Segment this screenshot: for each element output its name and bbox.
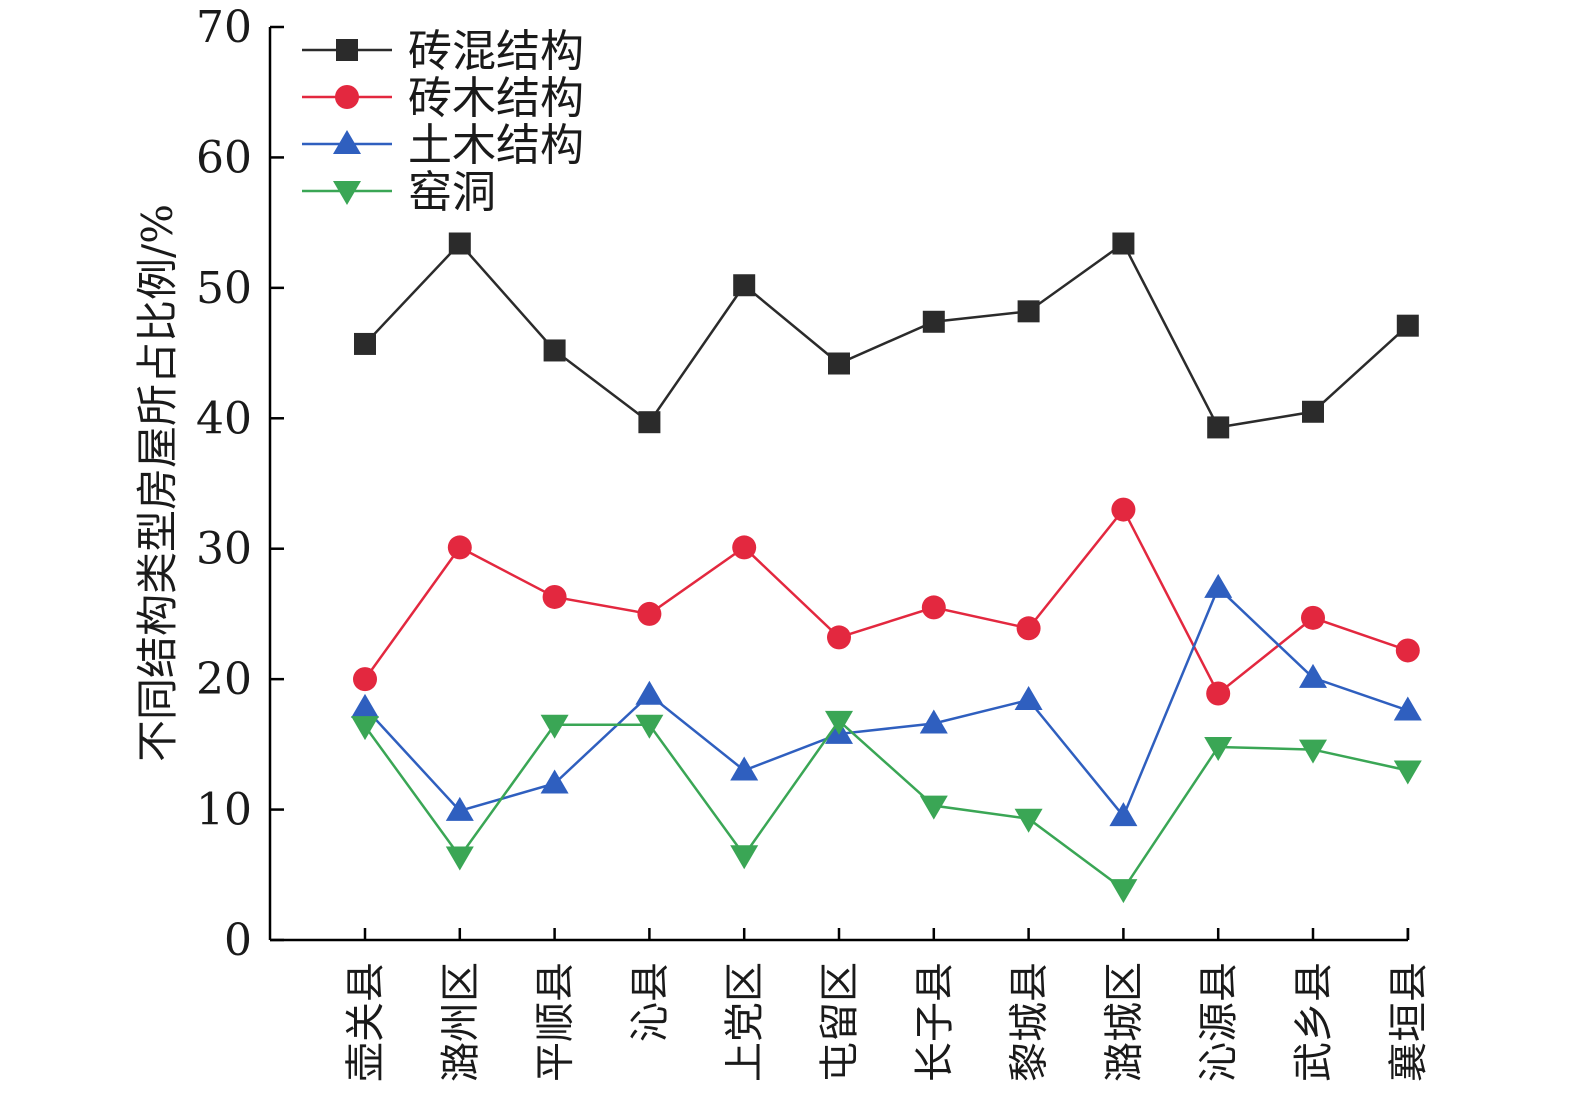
x-tick-label: 黎城县 <box>1007 962 1053 1082</box>
data-point <box>1302 400 1324 423</box>
data-point <box>1111 497 1136 522</box>
data-point <box>733 274 756 297</box>
data-point <box>635 680 664 705</box>
y-tick-label: 60 <box>196 132 252 183</box>
data-point <box>638 411 661 434</box>
x-tick-label: 沁县 <box>627 962 673 1042</box>
data-point <box>1299 663 1327 688</box>
data-point <box>542 584 567 609</box>
data-point <box>1396 314 1419 337</box>
y-tick-label: 10 <box>196 785 252 836</box>
legend-item: 窑洞 <box>302 167 496 218</box>
data-point <box>351 693 379 718</box>
legend-item: 砖木结构 <box>302 73 584 124</box>
data-point <box>1017 300 1040 323</box>
data-point <box>1393 760 1422 785</box>
data-point <box>1204 736 1233 761</box>
x-tick-label: 壶关县 <box>343 962 389 1082</box>
data-point <box>827 625 851 650</box>
data-point <box>540 769 569 794</box>
data-point <box>919 709 948 734</box>
data-point <box>445 796 474 821</box>
data-point <box>730 756 759 781</box>
x-tick-label: 沁源县 <box>1196 962 1242 1082</box>
legend-marker <box>333 181 361 205</box>
y-tick-label: 0 <box>224 915 252 966</box>
data-point <box>448 232 471 255</box>
y-tick-label: 30 <box>196 524 252 575</box>
series-2 <box>353 497 1420 706</box>
data-point <box>540 714 569 739</box>
y-tick-label: 50 <box>196 263 252 314</box>
x-tick-label: 屯留区 <box>817 962 863 1082</box>
series-layer <box>351 232 1422 904</box>
data-point <box>1109 802 1138 827</box>
y-tick-label: 40 <box>196 393 252 444</box>
data-point <box>828 352 850 375</box>
legend-marker <box>333 130 361 154</box>
x-tick-label: 潞城区 <box>1101 962 1147 1082</box>
axes: 0 10 20 30 40 50 60 70 壶关县 潞州区 平顺县 沁县 上党区 屯留区 长子县 黎城县 潞城… <box>196 2 1432 1082</box>
data-point <box>1109 879 1138 904</box>
data-point <box>445 846 474 871</box>
data-point <box>1206 681 1231 706</box>
x-tick-label: 武乡县 <box>1291 962 1337 1082</box>
data-point <box>730 845 759 870</box>
data-point <box>919 795 948 820</box>
data-point <box>635 714 664 739</box>
series-line <box>363 507 1409 696</box>
data-point <box>1207 416 1230 439</box>
series-1 <box>354 232 1419 439</box>
legend-marker <box>336 39 358 61</box>
x-tick-label: 平顺县 <box>533 962 579 1082</box>
data-point <box>543 339 566 362</box>
y-tick-label: 20 <box>196 654 252 705</box>
data-point <box>1395 638 1420 663</box>
data-point <box>921 595 946 620</box>
series-line <box>364 241 1409 429</box>
data-point <box>354 332 376 355</box>
legend-item: 土木结构 <box>302 120 584 171</box>
series-3 <box>351 573 1422 827</box>
x-tick-label: 长子县 <box>912 962 958 1082</box>
y-tick-label: 70 <box>196 2 252 53</box>
data-point <box>1299 739 1327 764</box>
data-point <box>1016 616 1041 641</box>
data-point <box>732 535 757 560</box>
series-4 <box>351 710 1422 904</box>
x-tick-label: 襄垣县 <box>1386 962 1432 1082</box>
data-point <box>447 535 472 560</box>
series-line <box>364 585 1409 819</box>
data-point <box>353 667 377 692</box>
data-point <box>922 310 945 333</box>
data-point <box>825 710 853 735</box>
data-point <box>1112 232 1135 255</box>
legend-item: 砖混结构 <box>302 26 584 77</box>
data-point <box>351 716 379 741</box>
legend-label: 砖木结构 <box>408 73 584 124</box>
legend-label: 砖混结构 <box>408 26 584 77</box>
data-point <box>1204 573 1233 598</box>
x-tick-label: 上党区 <box>722 962 768 1082</box>
series-line <box>363 719 1409 891</box>
data-point <box>1014 686 1043 711</box>
x-tick-label: 潞州区 <box>438 962 484 1082</box>
legend-label: 窑洞 <box>408 167 496 218</box>
data-point <box>1301 605 1325 630</box>
y-axis-label: 不同结构类型房屋所占比例/% <box>133 204 182 762</box>
legend-label: 土木结构 <box>408 120 584 171</box>
data-point <box>1393 696 1422 721</box>
data-point <box>1014 808 1043 833</box>
data-point <box>637 601 662 626</box>
legend-marker <box>335 85 359 109</box>
